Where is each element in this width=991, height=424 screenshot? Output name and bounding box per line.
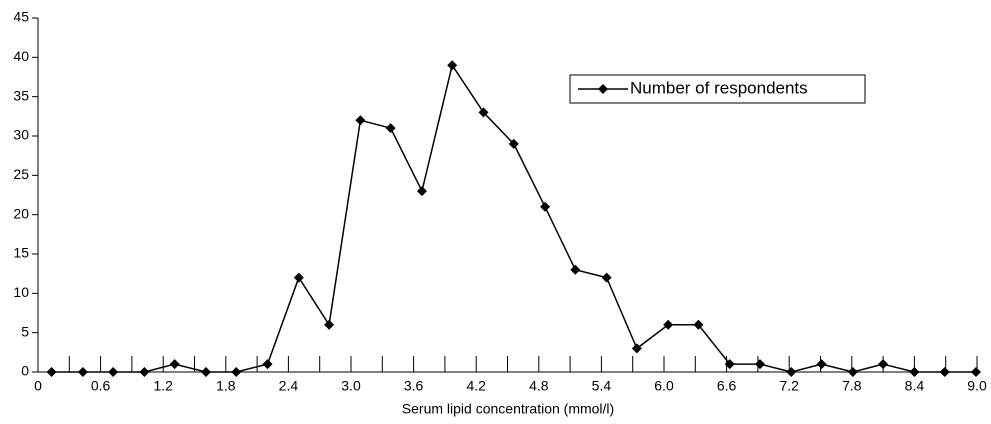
x-axis-label: Serum lipid concentration (mmol/l) (402, 401, 614, 417)
point-marker (909, 367, 920, 377)
point-marker (693, 319, 704, 330)
y-tick-label: 20 (13, 205, 29, 221)
point-marker (754, 359, 765, 370)
point-marker (878, 359, 889, 370)
legend-label: Number of respondents (630, 78, 808, 97)
point-marker (631, 343, 642, 354)
point-marker (786, 367, 797, 377)
point-marker (46, 367, 57, 377)
y-tick-label: 15 (13, 245, 29, 261)
point-marker (355, 115, 366, 126)
x-tick-label: 3.0 (341, 378, 361, 394)
x-tick-label: 7.8 (842, 378, 862, 394)
point-marker (939, 367, 950, 377)
point-marker (231, 367, 242, 377)
point-marker (169, 359, 180, 370)
point-marker (724, 359, 735, 370)
point-marker (970, 367, 981, 377)
point-marker (77, 367, 88, 377)
point-marker (816, 359, 827, 370)
x-tick-label: 7.2 (779, 378, 799, 394)
point-marker (416, 186, 427, 197)
x-tick-label: 0 (34, 378, 42, 394)
y-tick-label: 0 (21, 363, 29, 379)
y-tick-label: 45 (13, 9, 29, 25)
x-tick-label: 4.2 (466, 378, 486, 394)
x-tick-label: 4.8 (529, 378, 549, 394)
x-tick-label: 1.2 (153, 378, 173, 394)
series-line (51, 63, 976, 373)
point-marker (324, 319, 335, 330)
x-tick-label: 1.8 (216, 378, 236, 394)
point-marker (570, 264, 581, 275)
x-tick-label: 9.0 (967, 378, 987, 394)
point-marker (139, 367, 150, 377)
x-tick-label: 0.6 (91, 378, 111, 394)
point-marker (847, 367, 858, 377)
point-marker (478, 107, 489, 118)
point-marker (447, 60, 458, 71)
point-marker (108, 367, 119, 377)
point-marker (508, 138, 519, 149)
y-tick-label: 40 (13, 48, 29, 64)
x-tick-label: 8.4 (905, 378, 925, 394)
x-tick-label: 2.4 (279, 378, 299, 394)
y-tick-label: 5 (21, 323, 29, 339)
y-tick-label: 25 (13, 166, 29, 182)
legend-marker (598, 84, 608, 94)
y-tick-label: 10 (13, 284, 29, 300)
y-tick-label: 35 (13, 87, 29, 103)
x-tick-label: 6.0 (654, 378, 674, 394)
point-marker (540, 201, 551, 212)
x-tick-label: 3.6 (404, 378, 424, 394)
point-marker (262, 359, 273, 370)
point-marker (293, 272, 304, 283)
point-marker (601, 272, 612, 283)
x-tick-label: 5.4 (592, 378, 612, 394)
y-tick-label: 30 (13, 127, 29, 143)
x-tick-label: 6.6 (717, 378, 737, 394)
point-marker (200, 367, 211, 377)
point-marker (663, 319, 674, 330)
point-marker (385, 123, 396, 134)
